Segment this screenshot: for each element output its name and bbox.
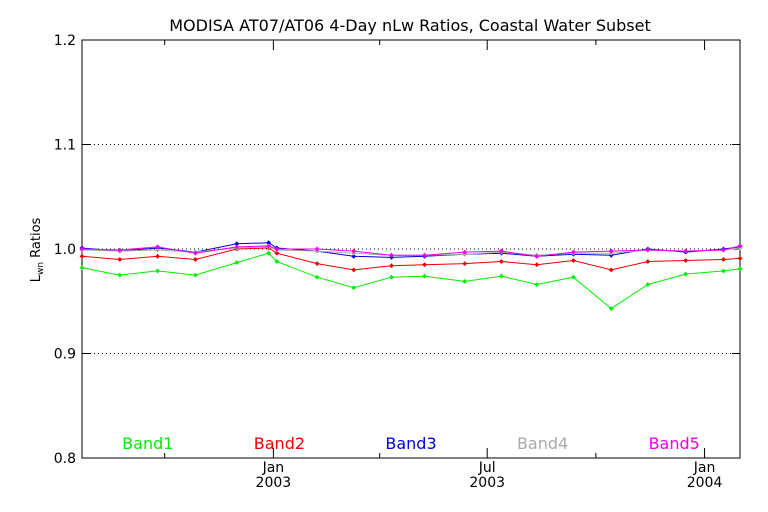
data-point-band5 <box>389 252 394 258</box>
data-point-band2 <box>571 258 576 263</box>
data-point-band2 <box>192 257 198 262</box>
y-axis-label: Lwn Ratios <box>29 217 46 282</box>
x-tick-label-month: Jul <box>478 460 496 476</box>
x-tick-label-year: 2003 <box>256 475 292 491</box>
data-point-band5 <box>683 248 689 254</box>
data-point-band2 <box>117 257 123 262</box>
data-point-band5 <box>79 246 85 252</box>
data-point-band5 <box>192 250 198 256</box>
data-point-band1 <box>351 285 357 291</box>
x-tick-label-month: Jan <box>262 460 285 476</box>
data-point-band5 <box>571 249 576 255</box>
series-line-band5 <box>81 245 741 257</box>
data-point-band5 <box>155 244 161 250</box>
grid-lines <box>82 144 740 354</box>
legend-label-band3: Band3 <box>385 434 436 453</box>
data-point-band1 <box>234 260 240 266</box>
data-point-band5 <box>721 247 726 253</box>
data-point-band1 <box>79 265 85 271</box>
data-point-band1 <box>534 282 540 287</box>
data-point-band5 <box>117 247 123 253</box>
data-point-band1 <box>683 271 689 277</box>
legend-label-band2: Band2 <box>254 434 305 453</box>
y-tick-label: 1.0 <box>54 242 76 258</box>
data-point-band1 <box>462 278 468 284</box>
data-point-band2 <box>534 262 540 268</box>
y-axis-label-sub: wn <box>36 262 46 275</box>
data-point-band5 <box>234 244 240 250</box>
data-point-band3 <box>351 253 357 259</box>
data-point-band2 <box>389 263 394 269</box>
data-point-band2 <box>314 261 320 267</box>
data-point-band2 <box>274 250 280 256</box>
data-point-band2 <box>422 262 428 268</box>
data-point-band1 <box>155 268 161 274</box>
data-point-band1 <box>117 272 123 278</box>
chart-title: MODISA AT07/AT06 4-Day nLw Ratios, Coast… <box>169 16 651 35</box>
y-axis-label-rest: Ratios <box>29 217 44 262</box>
y-tick-label: 1.2 <box>54 33 76 49</box>
data-point-band2 <box>721 257 726 262</box>
data-point-band1 <box>608 306 614 311</box>
y-axis-label-main: L <box>29 274 44 282</box>
data-point-band2 <box>462 261 468 267</box>
legend-label-band4: Band4 <box>517 434 568 453</box>
data-point-band5 <box>266 243 272 249</box>
series-line-band1 <box>81 252 741 310</box>
data-point-band2 <box>155 253 161 259</box>
series-line-band2 <box>81 247 741 271</box>
data-point-band5 <box>737 243 743 249</box>
data-point-band5 <box>498 248 504 254</box>
data-point-band1 <box>737 266 743 272</box>
data-point-band5 <box>314 246 320 252</box>
data-point-band5 <box>645 247 651 253</box>
data-point-band2 <box>645 259 651 264</box>
data-point-band3 <box>234 241 240 247</box>
data-point-band1 <box>266 250 272 256</box>
series-group <box>79 240 743 311</box>
data-point-band1 <box>389 274 394 280</box>
data-point-band5 <box>351 248 357 254</box>
y-tick-label: 1.1 <box>54 138 76 154</box>
y-tick-label: 0.8 <box>54 451 76 467</box>
data-point-band1 <box>422 273 428 279</box>
data-point-band5 <box>608 248 614 254</box>
legend-label-band1: Band1 <box>122 434 173 453</box>
data-point-band1 <box>645 282 651 287</box>
data-point-band3 <box>266 240 272 246</box>
data-point-band2 <box>683 258 689 263</box>
y-tick-label: 0.9 <box>54 347 76 363</box>
x-tick-label-year: 2003 <box>469 475 505 491</box>
data-point-band1 <box>314 274 320 280</box>
legend: Band1 Band2 Band3 Band4 Band5 <box>122 434 700 453</box>
data-point-band1 <box>571 274 576 280</box>
x-tick-label-year: 2004 <box>687 475 723 491</box>
data-point-band5 <box>274 246 280 252</box>
data-point-band5 <box>422 252 428 258</box>
data-point-band1 <box>274 259 280 264</box>
data-point-band2 <box>498 259 504 264</box>
data-point-band2 <box>79 253 85 259</box>
data-point-band2 <box>737 255 743 261</box>
data-point-band4 <box>155 247 161 253</box>
data-point-band1 <box>498 273 504 279</box>
data-point-band5 <box>462 249 468 255</box>
data-point-band2 <box>608 267 614 273</box>
data-point-band1 <box>721 268 726 274</box>
data-point-band2 <box>351 267 357 273</box>
legend-label-band5: Band5 <box>649 434 700 453</box>
data-point-band1 <box>192 272 198 278</box>
data-point-band5 <box>534 253 540 259</box>
x-tick-label-month: Jan <box>693 460 716 476</box>
